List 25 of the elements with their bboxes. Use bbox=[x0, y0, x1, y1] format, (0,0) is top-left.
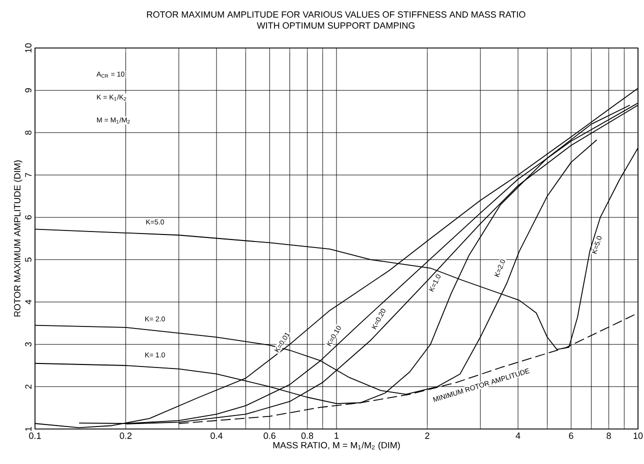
y-tick-label: 1 bbox=[25, 426, 32, 431]
x-axis-title: MASS RATIO, M = M$_{1}$/M$_{2}$ (DIM) bbox=[273, 442, 400, 450]
x-tick-label: 10 bbox=[634, 432, 643, 439]
x-tick-label: 0.8 bbox=[301, 432, 314, 439]
y-tick-label: 5 bbox=[25, 258, 32, 262]
x-tick-label: 0.1 bbox=[29, 432, 41, 439]
x-tick-label: 0.6 bbox=[264, 432, 276, 439]
x-tick-label: 8 bbox=[606, 432, 611, 439]
x-tick-label: 1 bbox=[334, 432, 339, 439]
x-tick-label: 4 bbox=[516, 432, 520, 439]
x-tick-label: 0.4 bbox=[210, 432, 223, 439]
y-tick-label: 4 bbox=[25, 300, 32, 304]
chart-title: ROTOR MAXIMUM AMPLITUDE FOR VARIOUS VALUES OF STIFFNESS AND MASS RATIO bbox=[147, 11, 526, 18]
y-tick-label: 2 bbox=[25, 384, 32, 389]
y-tick-label: 9 bbox=[25, 88, 32, 92]
y-axis-title: ROTOR MAXIMUM AMPLITUDE (DIM) bbox=[14, 160, 22, 316]
y-tick-label: 8 bbox=[25, 130, 32, 135]
chart-subtitle: WITH OPTIMUM SUPPORT DAMPING bbox=[256, 22, 415, 29]
y-tick-label: 6 bbox=[25, 215, 32, 220]
y-tick-label: 3 bbox=[25, 342, 32, 346]
x-tick-label: 6 bbox=[569, 432, 574, 439]
y-tick-label: 7 bbox=[25, 172, 32, 178]
y-tick-label: 10 bbox=[25, 43, 32, 52]
x-tick-label: 2 bbox=[425, 432, 430, 439]
x-tick-label: 0.2 bbox=[120, 432, 132, 439]
